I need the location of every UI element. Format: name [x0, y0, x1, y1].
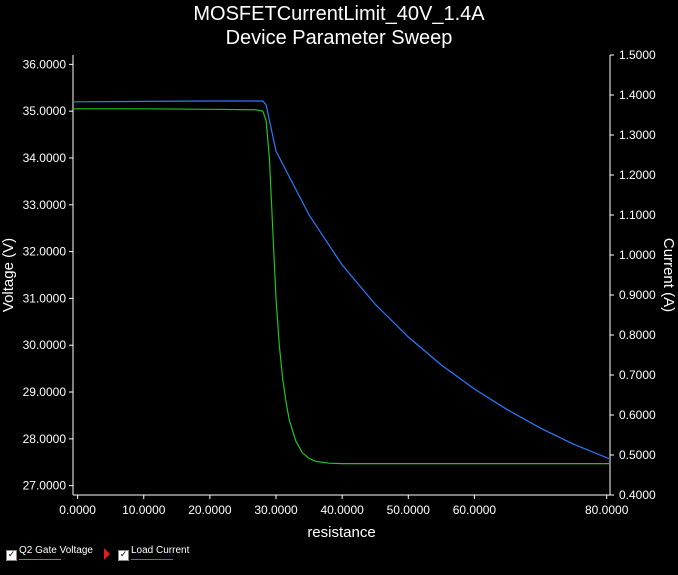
- x-tick-label: 30.0000: [254, 503, 298, 517]
- y-right-tick-label: 0.5000: [619, 448, 656, 462]
- legend-label-load-current: Load Current: [131, 545, 190, 556]
- x-tick-label: 20.0000: [188, 503, 232, 517]
- y-right-tick-label: 0.4000: [619, 488, 656, 502]
- legend-checkbox-load-current[interactable]: ✓: [118, 550, 129, 561]
- chart-title: MOSFETCurrentLimit_40V_1.4A Device Param…: [0, 2, 678, 50]
- y-right-tick-label: 1.5000: [619, 48, 656, 62]
- y-left-tick-label: 36.0000: [23, 57, 67, 71]
- chart-plot-area: [72, 100, 611, 465]
- y-left-tick-label: 32.0000: [23, 245, 67, 259]
- chart-title-line2: Device Parameter Sweep: [225, 27, 453, 49]
- y-right-tick-label: 0.8000: [619, 328, 656, 342]
- legend-selection-marker-icon: [104, 548, 110, 560]
- y-right-tick-label: 1.2000: [619, 168, 656, 182]
- y-left-tick-label: 31.0000: [23, 291, 67, 305]
- y-left-tick-label: 30.0000: [23, 338, 67, 352]
- chart-title-line1: MOSFETCurrentLimit_40V_1.4A: [193, 3, 485, 25]
- x-tick-label: 0.0000: [59, 503, 96, 517]
- y-right-tick-label: 1.1000: [619, 208, 656, 222]
- chart-axis-labels: resistance Voltage (V) Current (A): [0, 238, 677, 541]
- legend-label-gate-voltage: Q2 Gate Voltage: [19, 545, 93, 556]
- legend-swatch-load-current: [131, 559, 173, 560]
- x-tick-label: 60.0000: [453, 503, 497, 517]
- y-right-tick-label: 1.3000: [619, 128, 656, 142]
- x-tick-label: 80.0000: [585, 503, 629, 517]
- y-left-tick-label: 27.0000: [23, 479, 67, 493]
- x-tick-label: 40.0000: [320, 503, 364, 517]
- y-right-tick-label: 1.0000: [619, 248, 656, 262]
- y-left-tick-label: 34.0000: [23, 151, 67, 165]
- y-left-tick-label: 33.0000: [23, 198, 67, 212]
- legend-checkbox-gate-voltage[interactable]: ✓: [6, 550, 17, 561]
- y-right-tick-label: 0.6000: [619, 408, 656, 422]
- y-left-tick-label: 29.0000: [23, 385, 67, 399]
- series-line-load-current: [72, 100, 611, 460]
- y-right-tick-label: 0.9000: [619, 288, 656, 302]
- series-line-gate-voltage: [73, 108, 610, 465]
- chart-axes: 36.0000 35.0000 34.0000 33.0000 32.0000 31.00…: [23, 48, 656, 517]
- y-left-tick-label: 35.0000: [23, 104, 67, 118]
- x-tick-label: 50.0000: [387, 503, 431, 517]
- y-left-tick-label: 28.0000: [23, 432, 67, 446]
- y-right-tick-label: 0.7000: [619, 368, 656, 382]
- legend-swatch-gate-voltage: [19, 559, 61, 560]
- y-axis-left-label: Voltage (V): [0, 238, 17, 312]
- x-axis-label: resistance: [307, 524, 375, 541]
- y-right-tick-label: 1.4000: [619, 88, 656, 102]
- y-axis-right-label: Current (A): [660, 238, 677, 312]
- x-tick-label: 10.0000: [122, 503, 166, 517]
